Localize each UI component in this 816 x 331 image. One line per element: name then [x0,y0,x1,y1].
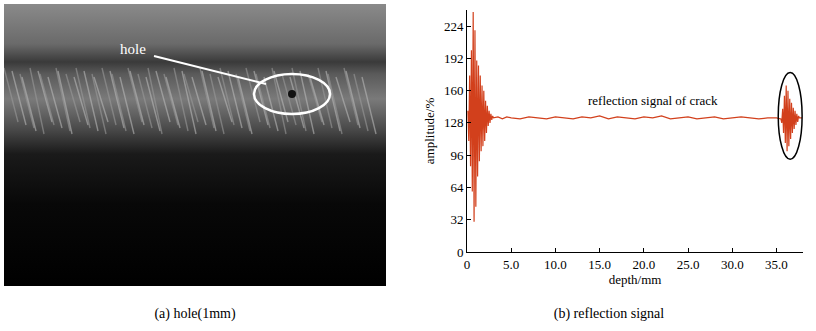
svg-text:64: 64 [450,180,464,195]
svg-text:35.0: 35.0 [765,257,788,272]
svg-text:20.0: 20.0 [632,257,655,272]
svg-text:amplitude/%: amplitude/% [422,98,437,165]
svg-text:hole: hole [120,41,146,57]
html-text:(b) reflection signal: (b) reflection signal [553,306,665,321]
svg-text:25.0: 25.0 [677,257,700,272]
svg-text:0: 0 [457,245,464,260]
svg-text:depth/mm: depth/mm [609,272,662,287]
svg-text:15.0: 15.0 [588,257,611,272]
html-text:(a) hole(1mm): (a) hole(1mm) [154,306,236,321]
svg-text:32: 32 [450,212,463,227]
svg-text:224: 224 [444,19,464,34]
svg-text:30.0: 30.0 [721,257,744,272]
svg-text:160: 160 [444,83,464,98]
svg-text:0: 0 [464,257,471,272]
svg-text:192: 192 [444,51,464,66]
svg-text:128: 128 [444,115,464,130]
svg-text:5.0: 5.0 [503,257,519,272]
svg-text:10.0: 10.0 [544,257,567,272]
svg-text:reflection signal of crack: reflection signal of crack [588,93,718,108]
svg-text:96: 96 [450,148,464,163]
